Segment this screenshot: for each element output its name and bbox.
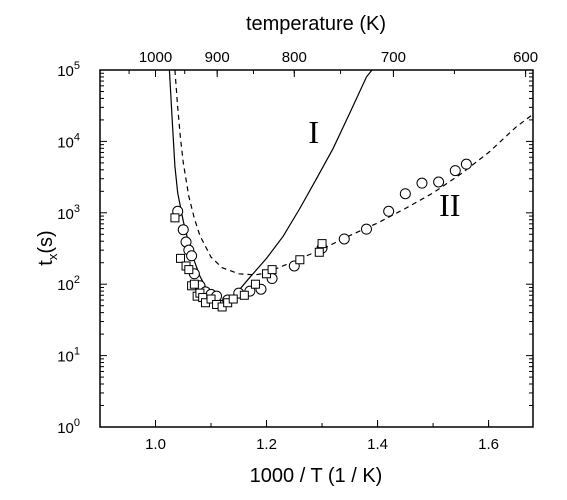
y-axis-title-main: t: [35, 260, 57, 266]
y-tick-label: 104: [57, 131, 80, 151]
curve-label: I: [308, 114, 319, 150]
top-tick-label: 600: [513, 49, 538, 66]
y-tick-label: 105: [57, 60, 80, 80]
y-tick-label: 103: [57, 203, 80, 223]
top-tick-label: 800: [282, 49, 307, 66]
series-layer: [168, 70, 533, 312]
circle-data-point: [399, 188, 411, 200]
plot-frame: [99, 69, 534, 428]
top-tick-label: 1000: [139, 49, 172, 66]
y-tick-label: 100: [57, 417, 80, 437]
y-tick-label: 102: [57, 274, 80, 294]
y-tick-label: 101: [57, 346, 80, 366]
y-axis-title-subscript: x: [45, 253, 60, 260]
circle-data-point: [186, 250, 198, 262]
square-data-point: [175, 253, 185, 263]
circle-data-point: [360, 223, 372, 235]
square-data-point: [228, 294, 238, 304]
square-data-point: [239, 290, 249, 300]
square-data-point: [170, 213, 180, 223]
square-data-point: [189, 279, 199, 289]
circle-data-point: [460, 158, 472, 170]
square-data-point: [250, 279, 260, 289]
x-axis-title: 1000 / T (1 / K): [250, 465, 383, 487]
circle-data-point: [383, 205, 395, 217]
top-tick-label: 900: [205, 49, 230, 66]
square-data-point: [295, 255, 305, 265]
y-axis-title: tx(s): [35, 230, 60, 265]
x-tick-label: 1.6: [478, 436, 499, 453]
x-tick-label: 1.2: [256, 436, 277, 453]
y-axis-title-suffix: (s): [35, 230, 57, 253]
circle-data-point: [449, 165, 461, 177]
x-tick-label: 1.0: [145, 436, 166, 453]
square-data-point: [317, 239, 327, 249]
labels-layer: 1.0 1.2 1.4 1.6 1000 900 800 700 600 100 101 102 103…: [57, 49, 538, 453]
circle-data-point: [338, 233, 350, 245]
square-data-point: [314, 247, 324, 257]
square-data-point: [206, 294, 216, 304]
ticks-layer: [99, 69, 533, 428]
x-tick-label: 1.4: [367, 436, 388, 453]
square-data-point: [267, 265, 277, 275]
curve-label: II: [439, 187, 460, 223]
curve-II-line: [174, 70, 533, 276]
circle-data-point: [433, 176, 445, 188]
square-data-point: [184, 265, 194, 275]
circle-data-point: [177, 224, 189, 236]
top-axis-title: temperature (K): [246, 13, 386, 35]
circle-data-point: [416, 177, 428, 189]
top-tick-label: 700: [381, 49, 406, 66]
